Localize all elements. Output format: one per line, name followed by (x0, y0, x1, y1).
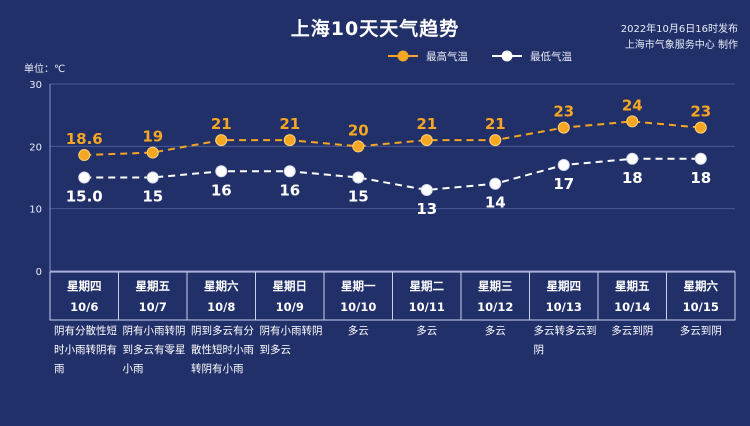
unit-label: 单位：℃ (24, 64, 66, 75)
point-min (489, 177, 502, 190)
y-tick-label: 0 (36, 267, 42, 278)
publish-time: 2022年10月6日16时发布 (620, 24, 738, 35)
x-tick-date: 10/7 (139, 300, 167, 314)
y-tick-label: 20 (29, 142, 42, 153)
data-label-max: 21 (279, 115, 300, 133)
x-tick-date: 10/15 (683, 300, 719, 314)
weather-description: 阴有小雨转阴到多云 (259, 325, 323, 356)
data-label-min: 17 (553, 175, 574, 193)
point-max (489, 134, 502, 147)
point-min (146, 171, 159, 184)
data-label-min: 16 (279, 181, 300, 199)
x-tick-date: 10/9 (276, 300, 304, 314)
point-max (626, 115, 639, 128)
point-min (215, 165, 228, 178)
point-max (215, 134, 228, 147)
weather-descriptions: 阴有分散性短时小雨转阴有雨 阴有小雨转阴到多云有零星小雨 阴到多云有分散性短时小雨转… (0, 322, 750, 422)
data-label-min: 14 (485, 194, 506, 212)
point-max (78, 149, 91, 162)
x-tick-weekday: 星期日 (273, 279, 308, 293)
data-label-max: 21 (416, 115, 437, 133)
data-label-min: 13 (416, 200, 437, 218)
x-tick-date: 10/13 (546, 300, 582, 314)
legend-label: 最高气温 (426, 50, 468, 63)
weather-description: 多云到阴 (611, 325, 654, 337)
point-min (420, 183, 433, 196)
x-tick-weekday: 星期六 (684, 279, 719, 293)
weather-description: 多云转多云到阴 (533, 325, 597, 356)
data-label-min: 16 (211, 181, 232, 199)
data-label-max: 21 (211, 115, 232, 133)
x-tick-date: 10/14 (614, 300, 650, 314)
weather-description: 多云到阴 (679, 325, 722, 337)
x-tick-date: 10/11 (409, 300, 445, 314)
data-label-max: 21 (485, 115, 506, 133)
series-line-max (84, 120, 701, 157)
x-tick-weekday: 星期五 (615, 279, 650, 293)
series-line-min (84, 157, 701, 191)
data-label-max: 23 (690, 103, 711, 121)
y-tick-label: 10 (29, 205, 42, 216)
weather-description: 阴有小雨转阴到多云有零星小雨 (122, 325, 186, 375)
publish-info: 2022年10月6日16时发布 上海市气象服务中心 制作 (621, 22, 738, 54)
publisher: 上海市气象服务中心 制作 (624, 40, 738, 51)
x-tick-weekday: 星期四 (67, 279, 102, 293)
x-tick-date: 10/12 (477, 300, 513, 314)
legend-marker (501, 50, 513, 62)
x-tick-date: 10/6 (70, 300, 98, 314)
point-max (694, 121, 707, 134)
legend-marker (397, 50, 409, 62)
x-tick-date: 10/10 (340, 300, 376, 314)
point-min (557, 159, 570, 172)
legend-label: 最低气温 (530, 50, 572, 63)
point-min (694, 152, 707, 165)
data-label-max: 23 (553, 103, 574, 121)
point-min (626, 152, 639, 165)
x-tick-weekday: 星期四 (547, 279, 582, 293)
point-max (352, 140, 365, 153)
data-label-min: 18 (690, 169, 711, 187)
data-label-min: 15 (142, 188, 163, 206)
point-max (283, 134, 296, 147)
chart-title: 上海10天天气趋势 (290, 18, 460, 40)
y-tick-label: 30 (29, 80, 42, 91)
x-tick-weekday: 星期二 (410, 279, 445, 293)
weather-description: 多云 (484, 325, 506, 337)
point-min (283, 165, 296, 178)
point-min (78, 171, 91, 184)
weather-description: 多云 (416, 325, 438, 337)
data-label-min: 18 (622, 169, 643, 187)
data-label-max: 19 (142, 128, 163, 146)
data-label-min: 15.0 (66, 188, 103, 206)
x-tick-weekday: 星期三 (478, 279, 513, 293)
data-label-max: 24 (622, 96, 643, 114)
weather-description: 阴有分散性短时小雨转阴有雨 (54, 325, 117, 375)
x-tick-weekday: 星期五 (136, 279, 171, 293)
point-max (420, 134, 433, 147)
point-min (352, 171, 365, 184)
x-tick-weekday: 星期一 (341, 279, 376, 293)
data-label-max: 18.6 (66, 130, 103, 148)
point-max (146, 146, 159, 159)
weather-description: 多云 (347, 325, 369, 337)
x-tick-date: 10/8 (207, 300, 235, 314)
point-max (557, 121, 570, 134)
data-label-min: 15 (348, 188, 369, 206)
x-tick-weekday: 星期六 (204, 279, 239, 293)
weather-description: 阴到多云有分散性短时小雨转阴有小雨 (191, 325, 254, 375)
data-label-max: 20 (348, 121, 369, 139)
